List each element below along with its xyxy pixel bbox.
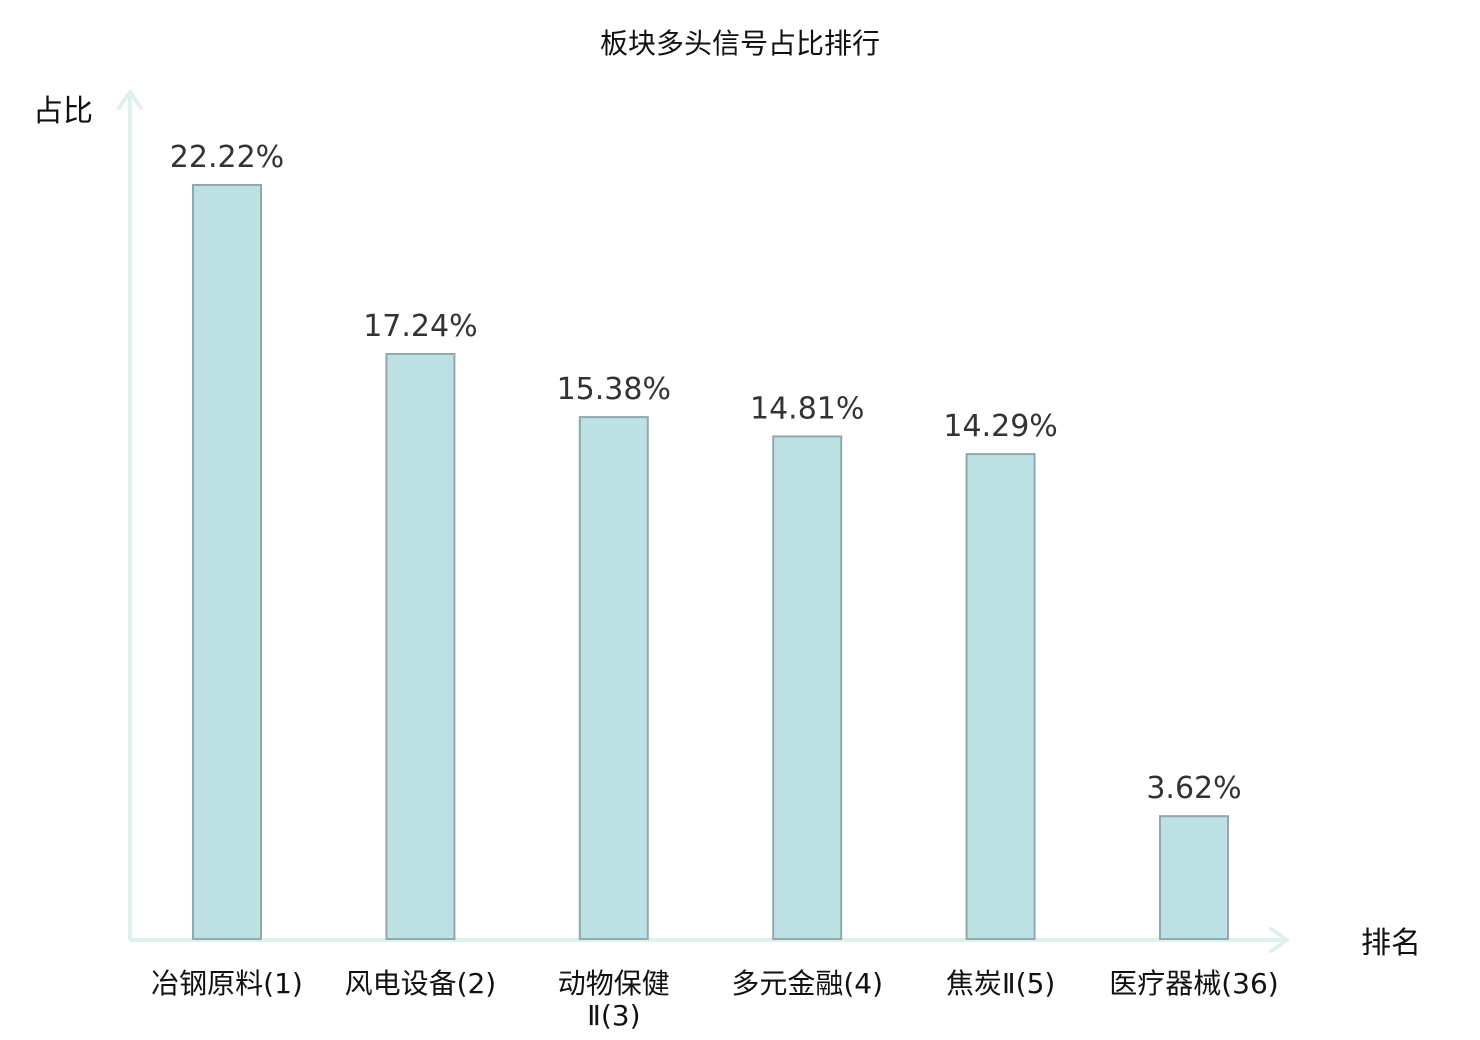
- category-label-6: 医疗器械(36): [1109, 967, 1278, 1000]
- value-label-2: 17.24%: [363, 309, 477, 344]
- value-label-4: 14.81%: [750, 391, 864, 426]
- bars-group: [192, 184, 1229, 941]
- bar-2: [385, 353, 456, 940]
- bar-4: [772, 435, 843, 940]
- x-axis-arrow-icon: [1269, 927, 1289, 953]
- value-label-1: 22.22%: [170, 140, 284, 175]
- value-label-6: 3.62%: [1146, 771, 1241, 806]
- bar-3: [578, 416, 649, 941]
- bar-5: [965, 453, 1036, 940]
- value-label-3: 15.38%: [557, 372, 671, 407]
- bar-6: [1159, 815, 1229, 941]
- value-labels-group: 22.22% 17.24% 15.38% 14.81% 14.29% 3.62%: [170, 140, 1242, 806]
- category-label-2: 风电设备(2): [345, 967, 497, 1000]
- axes: [117, 90, 1289, 953]
- category-label-1: 冶钢原料(1): [151, 967, 303, 1000]
- bar-1: [192, 184, 262, 940]
- category-label-5: 焦炭Ⅱ(5): [946, 967, 1055, 1000]
- category-label-4: 多元金融(4): [731, 967, 883, 1000]
- chart-title: 板块多头信号占比排行: [600, 27, 880, 60]
- x-axis-label: 排名: [1361, 926, 1421, 961]
- category-label-3: 动物保健 Ⅱ(3): [558, 967, 670, 1032]
- value-label-5: 14.29%: [943, 409, 1057, 444]
- category-labels-group: 冶钢原料(1) 风电设备(2) 动物保健 Ⅱ(3) 多元金融(4) 焦炭Ⅱ(5) 医疗器械(…: [151, 967, 1279, 1032]
- y-axis-arrow-icon: [117, 90, 143, 110]
- y-axis-label: 占比: [33, 94, 93, 129]
